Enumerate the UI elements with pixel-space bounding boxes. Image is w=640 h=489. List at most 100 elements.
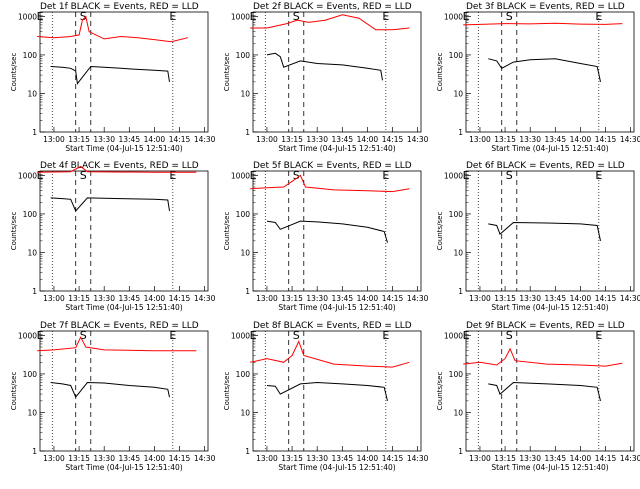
x-tick-label: 14:00 bbox=[144, 135, 166, 144]
chart-title: Det 4f BLACK = Events, RED = LLD bbox=[40, 161, 199, 171]
plot-area: Det 7f BLACK = Events, RED = LLD 1 10 100 10… bbox=[10, 321, 216, 472]
x-tick-label: 13:00 bbox=[43, 454, 65, 463]
marker-E: E bbox=[382, 169, 389, 182]
x-axis-label: Start Time (04-Jul-15 12:51:40) bbox=[278, 463, 395, 472]
marker-E: E bbox=[250, 329, 257, 342]
plot-frame bbox=[252, 170, 422, 292]
series-lld bbox=[37, 15, 189, 43]
series-lld bbox=[250, 340, 410, 368]
marker-S: S bbox=[80, 329, 87, 342]
y-axis-label: Counts/sec bbox=[223, 212, 231, 251]
marker-E: E bbox=[595, 169, 602, 182]
x-tick-label: 13:00 bbox=[256, 294, 278, 303]
chart-panel-8: Det 8f BLACK = Events, RED = LLD 1 10 100 10… bbox=[223, 321, 429, 472]
x-tick-label: 14:30 bbox=[620, 454, 640, 463]
marker-E: E bbox=[463, 169, 470, 182]
x-tick-label: 13:15 bbox=[68, 454, 90, 463]
y-tick-label: 100 bbox=[449, 51, 464, 60]
marker-E: E bbox=[169, 329, 176, 342]
x-tick-label: 13:30 bbox=[306, 294, 328, 303]
chart-panel-4: Det 4f BLACK = Events, RED = LLD 1 10 100 10… bbox=[10, 161, 216, 312]
chart-panel-3: Det 3f BLACK = Events, RED = LLD 1 10 100 10… bbox=[436, 2, 640, 153]
series-lld bbox=[250, 14, 410, 31]
x-tick-label: 13:45 bbox=[331, 294, 353, 303]
marker-S: S bbox=[293, 329, 300, 342]
marker-E: E bbox=[169, 10, 176, 23]
x-tick-label: 13:30 bbox=[519, 135, 541, 144]
x-tick-label: 14:15 bbox=[169, 135, 191, 144]
chart-title: Det 3f BLACK = Events, RED = LLD bbox=[466, 2, 625, 12]
marker-E: E bbox=[37, 329, 44, 342]
y-tick-label: 100 bbox=[236, 370, 251, 379]
x-tick-label: 13:15 bbox=[494, 135, 516, 144]
y-tick-label: 100 bbox=[23, 370, 38, 379]
x-tick-label: 14:00 bbox=[357, 135, 379, 144]
series-events bbox=[50, 381, 170, 399]
marker-E: E bbox=[382, 329, 389, 342]
plot-area: Det 1f BLACK = Events, RED = LLD 1 10 100 10… bbox=[10, 2, 216, 153]
x-tick-label: 14:15 bbox=[169, 294, 191, 303]
plot-area: Det 5f BLACK = Events, RED = LLD 1 10 100 10… bbox=[223, 161, 429, 312]
y-tick-label: 100 bbox=[23, 51, 38, 60]
x-tick-label: 13:30 bbox=[519, 454, 541, 463]
plot-area: Det 4f BLACK = Events, RED = LLD 1 10 100 10… bbox=[10, 161, 216, 312]
x-axis-label: Start Time (04-Jul-15 12:51:40) bbox=[491, 303, 608, 312]
x-axis-label: Start Time (04-Jul-15 12:51:40) bbox=[65, 144, 182, 153]
series-events bbox=[50, 197, 170, 212]
x-tick-label: 13:30 bbox=[519, 294, 541, 303]
y-axis-label: Counts/sec bbox=[436, 372, 444, 411]
x-tick-label: 13:45 bbox=[544, 135, 566, 144]
y-axis-label: Counts/sec bbox=[10, 212, 18, 251]
plot-frame bbox=[39, 170, 209, 292]
y-tick-label: 1000 bbox=[18, 12, 37, 21]
y-tick-label: 1000 bbox=[18, 171, 37, 180]
marker-S: S bbox=[506, 169, 513, 182]
y-tick-label: 1 bbox=[458, 447, 463, 456]
x-tick-label: 14:00 bbox=[357, 454, 379, 463]
chart-title: Det 9f BLACK = Events, RED = LLD bbox=[466, 321, 625, 331]
y-tick-label: 10 bbox=[453, 248, 463, 257]
y-axis-label: Counts/sec bbox=[436, 53, 444, 92]
y-tick-label: 1 bbox=[458, 128, 463, 137]
x-tick-label: 13:00 bbox=[43, 135, 65, 144]
x-tick-label: 14:15 bbox=[382, 294, 404, 303]
x-tick-label: 13:45 bbox=[331, 454, 353, 463]
marker-S: S bbox=[80, 10, 87, 23]
y-tick-label: 1000 bbox=[231, 331, 250, 340]
y-tick-label: 1000 bbox=[444, 12, 463, 21]
x-tick-label: 13:45 bbox=[544, 294, 566, 303]
plot-frame bbox=[465, 11, 635, 133]
marker-S: S bbox=[293, 169, 300, 182]
x-tick-label: 14:15 bbox=[595, 454, 617, 463]
x-tick-label: 14:15 bbox=[595, 294, 617, 303]
x-tick-label: 13:00 bbox=[469, 454, 491, 463]
marker-S: S bbox=[506, 329, 513, 342]
plot-frame bbox=[252, 11, 422, 133]
x-tick-label: 13:45 bbox=[331, 135, 353, 144]
marker-E: E bbox=[37, 10, 44, 23]
x-tick-label: 14:15 bbox=[382, 454, 404, 463]
y-tick-label: 100 bbox=[23, 210, 38, 219]
x-tick-label: 14:00 bbox=[144, 294, 166, 303]
x-tick-label: 13:15 bbox=[281, 135, 303, 144]
chart-panel-6: Det 6f BLACK = Events, RED = LLD 1 10 100 10… bbox=[436, 161, 640, 312]
y-tick-label: 1000 bbox=[444, 171, 463, 180]
y-axis-label: Counts/sec bbox=[223, 372, 231, 411]
x-tick-label: 14:15 bbox=[169, 454, 191, 463]
x-tick-label: 13:45 bbox=[118, 294, 140, 303]
x-axis-label: Start Time (04-Jul-15 12:51:40) bbox=[491, 144, 608, 153]
chart-title: Det 6f BLACK = Events, RED = LLD bbox=[466, 161, 625, 171]
x-tick-label: 14:30 bbox=[620, 135, 640, 144]
y-tick-label: 1 bbox=[245, 128, 250, 137]
plot-frame bbox=[39, 330, 209, 452]
x-tick-label: 14:30 bbox=[194, 294, 216, 303]
y-tick-label: 1 bbox=[245, 447, 250, 456]
x-tick-label: 14:00 bbox=[357, 294, 379, 303]
plot-area: Det 9f BLACK = Events, RED = LLD 1 10 100 10… bbox=[436, 321, 640, 472]
marker-E: E bbox=[595, 10, 602, 23]
series-lld bbox=[463, 347, 623, 367]
marker-E: E bbox=[382, 10, 389, 23]
x-tick-label: 13:30 bbox=[93, 454, 115, 463]
x-tick-label: 13:45 bbox=[118, 135, 140, 144]
